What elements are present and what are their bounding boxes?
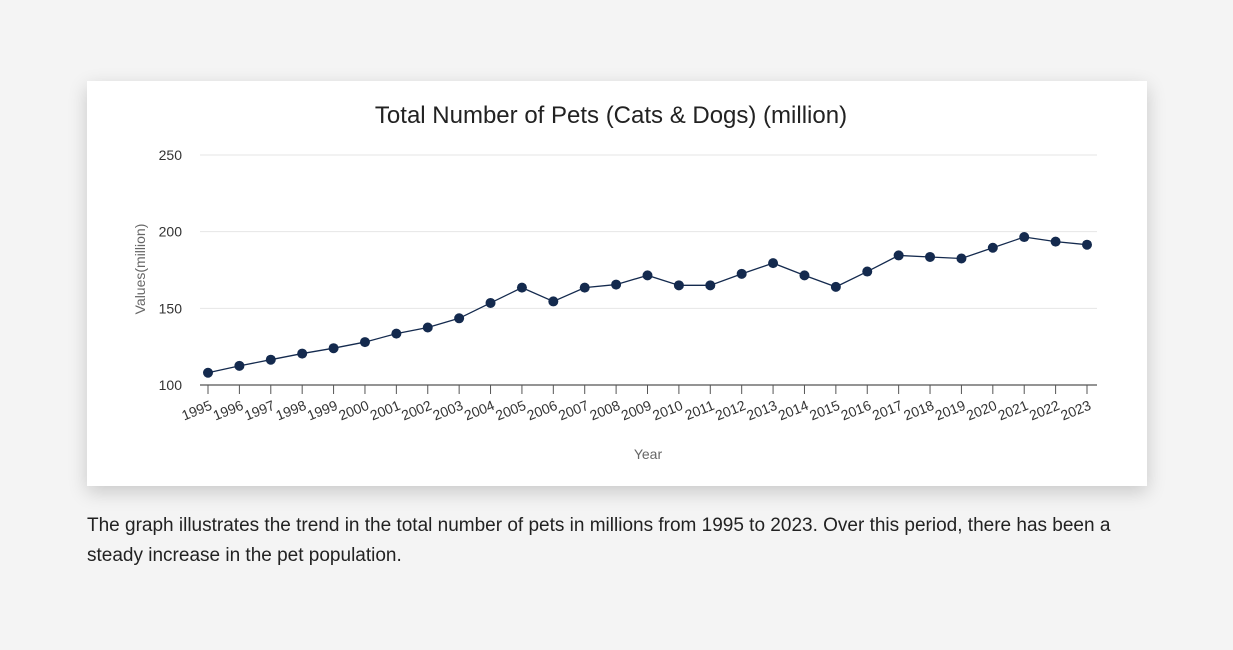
- x-tick-label: 2012: [713, 397, 748, 424]
- data-point: [642, 270, 653, 281]
- series-line: [207, 236, 1088, 374]
- x-tick-label: 2001: [368, 397, 403, 424]
- x-tick-label: 1998: [273, 397, 308, 424]
- x-tick-label: 2008: [587, 397, 622, 424]
- data-point: [736, 268, 747, 279]
- data-point: [987, 242, 998, 253]
- x-tick-label: 2016: [838, 397, 873, 424]
- data-point: [579, 282, 590, 293]
- data-point: [768, 258, 779, 269]
- data-point: [705, 280, 716, 291]
- x-tick-label: 2011: [682, 397, 716, 423]
- x-tick-label: 2013: [744, 397, 779, 424]
- x-tick-label: 2014: [776, 397, 811, 424]
- x-axis-title: Year: [634, 446, 663, 462]
- x-tick-label: 2007: [556, 397, 591, 424]
- data-point: [956, 253, 967, 264]
- data-point: [1050, 236, 1061, 247]
- data-point: [297, 348, 308, 359]
- data-point: [1082, 239, 1092, 250]
- data-point: [673, 280, 684, 291]
- data-point: [485, 297, 496, 308]
- data-point: [925, 251, 936, 262]
- x-tick-label: 2020: [964, 397, 999, 424]
- data-point: [1019, 232, 1030, 243]
- y-axis: 100 150 200 250: [159, 147, 183, 393]
- x-tick-label: 2019: [933, 397, 968, 424]
- x-tick-label: 1996: [211, 397, 246, 424]
- gridlines: [200, 154, 1097, 309]
- x-tick-label: 1995: [179, 397, 214, 424]
- x-tick-label: 1999: [305, 397, 340, 424]
- y-tick-label: 150: [159, 300, 183, 316]
- x-tick-label: 2003: [430, 397, 465, 424]
- x-tick-label: 2022: [1027, 397, 1062, 424]
- data-point: [799, 270, 810, 281]
- y-tick-label: 100: [159, 377, 183, 393]
- x-tick-label: 2015: [807, 397, 842, 424]
- x-tick-label: 2006: [525, 397, 560, 424]
- x-axis: 1995199619971998199920002001200220032004…: [179, 384, 1097, 424]
- y-axis-title: Values(million): [132, 224, 148, 315]
- y-tick-label: 200: [159, 224, 183, 240]
- data-point: [611, 279, 622, 290]
- data-point: [391, 328, 402, 339]
- data-point: [359, 337, 370, 348]
- x-tick-label: 2000: [336, 397, 371, 424]
- data-point: [893, 250, 904, 261]
- data-point: [422, 322, 433, 333]
- x-tick-label: 2018: [901, 397, 936, 424]
- data-point: [862, 266, 873, 277]
- data-point: [454, 313, 465, 324]
- data-point: [328, 343, 339, 354]
- x-tick-label: 2009: [619, 397, 654, 424]
- chart-title: Total Number of Pets (Cats & Dogs) (mill…: [375, 102, 847, 129]
- x-tick-label: 2004: [462, 397, 497, 424]
- x-tick-label: 2017: [870, 397, 905, 424]
- x-tick-label: 2002: [399, 397, 434, 424]
- x-tick-label: 2021: [995, 397, 1030, 424]
- x-tick-label: 2005: [493, 397, 528, 424]
- data-point: [830, 281, 841, 292]
- x-tick-label: 2023: [1058, 397, 1093, 424]
- data-point: [265, 354, 276, 365]
- chart-card: Total Number of Pets (Cats & Dogs) (mill…: [87, 81, 1147, 486]
- x-tick-label: 1997: [242, 397, 277, 424]
- line-chart: Total Number of Pets (Cats & Dogs) (mill…: [132, 102, 1097, 462]
- y-tick-label: 250: [159, 147, 183, 163]
- series-layer: [203, 232, 1092, 378]
- data-point: [234, 360, 245, 371]
- data-point: [548, 296, 559, 307]
- data-point: [203, 367, 213, 378]
- data-point: [516, 282, 527, 293]
- chart-caption: The graph illustrates the trend in the t…: [87, 515, 1111, 566]
- x-tick-label: 2010: [650, 397, 685, 424]
